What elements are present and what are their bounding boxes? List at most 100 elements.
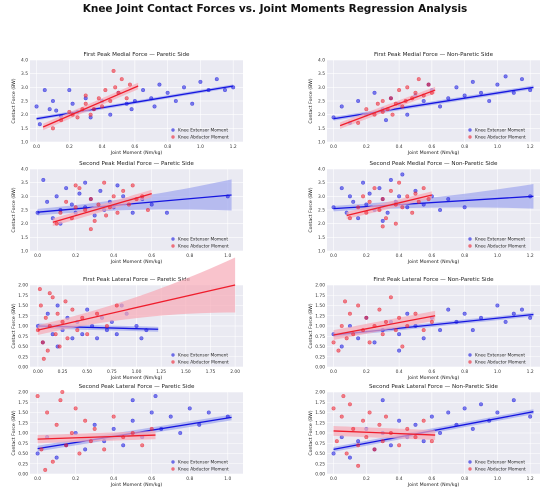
subplot-1-y-tick-label: 4.0 [21, 58, 28, 64]
subplot-4-x-tick-label: 0.8 [461, 253, 468, 259]
subplot-8-series-1-point [511, 398, 516, 403]
subplot-4-y-tick-label: 2.5 [318, 208, 325, 214]
subplot-6-series-1-point [495, 303, 500, 308]
subplot-1-series-1-point [223, 88, 227, 93]
subplot-1-series-1-point [47, 107, 52, 112]
subplot-7-series-2-point [92, 426, 97, 431]
subplot-2-series-1-point [462, 93, 467, 98]
subplot-6-series-2-point [388, 295, 393, 300]
subplot-4-y-tick-label: 1.5 [318, 235, 325, 241]
subplot-2-legend-marker [468, 135, 472, 139]
subplot-7-y-tick-label: 0.25 [18, 461, 28, 467]
subplot-4-series-1-point [438, 208, 443, 212]
subplot-8-y-tick-label: 1.25 [315, 420, 325, 426]
subplot-1-series-1-point [54, 108, 59, 113]
subplot-5-series-1-point [95, 336, 100, 341]
subplot-2-series-2-point [390, 112, 395, 117]
subplot-3-series-1-point [69, 202, 74, 207]
subplot-2-xlabel: Joint Moment (Nm/kg) [407, 150, 460, 156]
subplot-1-y-tick-label: 3.5 [21, 71, 28, 77]
subplot-1-series-1-point [165, 90, 170, 95]
subplot-6-series-2-point [343, 299, 347, 304]
subplot-4-y-tick-label: 2.0 [318, 221, 325, 227]
subplot-6-series-1-point [503, 319, 508, 324]
subplot-2-y-tick-label: 2.5 [318, 99, 325, 105]
subplot-1-series-2-point [100, 104, 105, 109]
subplot-7-y-tick-label: 1.75 [18, 400, 28, 406]
subplot-3-title: Second Peak Medial Force — Paretic Side [79, 161, 194, 167]
subplot-8-series-2-point [339, 414, 344, 419]
subplot-4-series-2-fit-line [346, 194, 433, 217]
subplot-4-series-1-point [367, 191, 372, 196]
subplot-1-series-2-point [83, 93, 88, 98]
subplot-6: First Peak Lateral Force — Non-Paretic S… [308, 277, 540, 381]
subplot-4-xlabel: Joint Moment (Nm/kg) [407, 259, 460, 265]
subplot-2-series-1-point [446, 96, 451, 101]
subplot-1-series-2-point [111, 68, 116, 73]
subplot-6-y-tick-label: 0.50 [315, 344, 325, 350]
subplot-8-legend-marker [468, 460, 472, 464]
subplot-1-x-tick-label: 0.6 [131, 144, 138, 150]
subplot-3-series-2-point [126, 202, 131, 207]
subplot-4-x-tick-label: 0.2 [363, 253, 370, 259]
subplot-8-legend-marker [468, 467, 472, 471]
subplot-5-series-1-point [134, 324, 139, 328]
subplot-7-series-2-point [64, 443, 69, 448]
subplot-5-series-1-point [55, 303, 60, 308]
subplot-7-series-2-point [35, 394, 40, 399]
subplot-5-x-tick-label: 1.50 [181, 369, 191, 375]
subplot-1-y-tick-label: 1.0 [21, 140, 28, 146]
subplot-4-series-1-point [356, 216, 361, 221]
subplot-4-series-2-point [347, 216, 352, 221]
subplot-3-x-tick-label: 0.6 [148, 253, 155, 259]
subplot-6-series-2-point [344, 336, 349, 341]
subplot-3-series-1-point [130, 210, 135, 215]
subplot-8-series-2-point [421, 418, 426, 423]
subplot-8-series-1-point [479, 402, 483, 407]
subplot-1-series-2-point [124, 96, 129, 101]
subplot-4-series-2-point [400, 205, 405, 210]
subplot-8-series-2-fit-line [333, 430, 436, 436]
subplot-8-series-1-point [356, 439, 361, 444]
subplot-6-series-2-point [400, 344, 405, 349]
subplot-4-series-2-point [384, 216, 388, 221]
subplot-8-series-2-point [364, 435, 369, 440]
subplot-8-legend-label: Knee Extensor Moment [475, 460, 525, 466]
subplot-3-x-tick-label: 0.2 [72, 253, 79, 259]
subplot-1-series-1-point [190, 101, 195, 106]
subplot-3-series-2-point [77, 186, 82, 191]
subplot-5-x-tick-label: 0.75 [107, 369, 117, 375]
subplot-7-series-1-point [111, 426, 116, 431]
subplot-8-series-2-point [356, 463, 361, 468]
subplot-3-legend-marker [171, 244, 175, 248]
subplot-3-series-2-point [73, 183, 78, 188]
subplot-2-y-tick-label: 3.5 [318, 71, 325, 77]
subplot-1-series-1-point [182, 85, 186, 90]
subplot-1-legend-marker [171, 135, 175, 139]
subplot-7-series-1-point [54, 455, 59, 460]
subplot-5-series-2-point [53, 332, 58, 337]
subplot-3-series-1-point [149, 202, 154, 207]
subplot-6-legend-marker [468, 360, 472, 364]
subplot-7-y-tick-label: 0.50 [18, 451, 28, 457]
subplot-5: First Peak Lateral Force — Paretic Side 0… [11, 257, 243, 381]
subplot-3-series-2-point [111, 194, 116, 199]
subplot-6-series-2-point [413, 311, 418, 316]
subplot-8-xlabel: Joint Moment (Nm/kg) [407, 482, 460, 488]
subplot-3-legend-label: Knee Extensor Moment [178, 237, 228, 243]
subplot-4-series-2-point [393, 221, 398, 226]
subplot-6-y-tick-label: 1.25 [315, 313, 325, 319]
subplot-7-legend-marker [171, 460, 175, 464]
subplot-6-series-2-point [339, 324, 344, 328]
subplot-4-series-1-point [364, 202, 369, 207]
subplot-3-series-2-point [88, 197, 93, 202]
subplot-4-ylabel: Contact Force (BW) [308, 187, 314, 232]
subplot-1-series-1-point [157, 82, 162, 87]
subplot-3-x-tick-label: 0.8 [186, 253, 193, 259]
subplot-3-series-2-point [64, 199, 69, 204]
subplot-7-series-1-point [121, 443, 126, 448]
subplot-7-series-2-point [149, 426, 154, 431]
subplot-5-y-tick-label: 1.75 [18, 293, 28, 299]
